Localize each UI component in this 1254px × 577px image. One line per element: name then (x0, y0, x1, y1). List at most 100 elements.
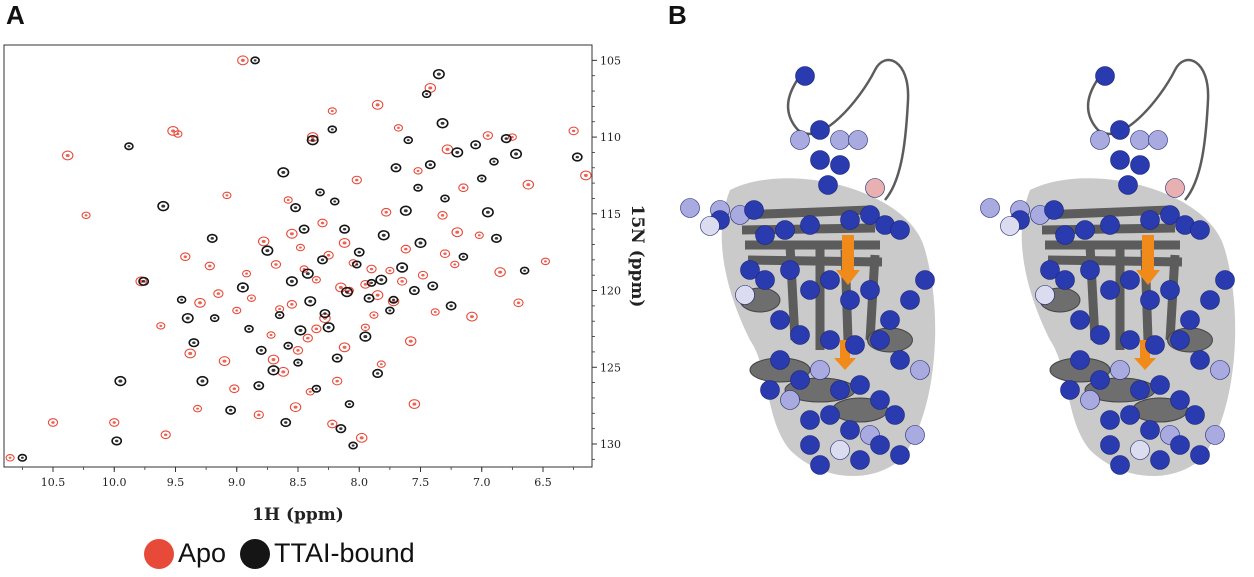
residue-sphere (1000, 216, 1020, 236)
peak-point (413, 167, 423, 175)
peak-point (458, 252, 469, 261)
peak-point (270, 260, 282, 269)
peak-point (372, 368, 384, 378)
residue-sphere (810, 360, 830, 380)
legend-swatch-apo (144, 538, 174, 569)
peak-point (421, 90, 432, 99)
residue-sphere (1140, 210, 1160, 230)
residue-sphere (770, 350, 790, 370)
peak-point (304, 296, 317, 307)
peak-point (331, 353, 343, 363)
peak-point (184, 348, 196, 359)
peaks-layer (5, 55, 592, 462)
beta-strand (1047, 255, 1183, 267)
series-ttai-bound (17, 56, 583, 462)
y-tick-label: 130 (600, 438, 621, 451)
peak-point (176, 295, 187, 304)
peak-point (135, 276, 147, 287)
peak-point (332, 376, 343, 386)
peak-point (327, 419, 338, 429)
peak-point (61, 150, 74, 161)
peak-point (404, 336, 417, 347)
residue-sphere (1140, 420, 1160, 440)
peak-point (329, 197, 340, 206)
peak-point (494, 267, 506, 278)
peak-point (289, 402, 302, 413)
residue-sphere (780, 390, 800, 410)
peak-point (322, 322, 335, 333)
legend-swatch-ttai (240, 538, 271, 569)
peak-point (267, 354, 280, 365)
peak-point (311, 384, 322, 393)
residue-sphere (1100, 435, 1120, 455)
residue-sphere (1170, 435, 1190, 455)
peak-point (236, 282, 249, 293)
legend-label-apo: Apo (178, 538, 227, 568)
residue-sphere (890, 445, 910, 465)
peak-point (436, 118, 449, 129)
residue-sphere (820, 270, 840, 290)
peak-point (571, 152, 583, 162)
peak-point (568, 126, 579, 136)
peak-point (311, 276, 321, 284)
peak-point (206, 233, 218, 243)
peak-point (283, 341, 294, 350)
residue-sphere (1110, 360, 1130, 380)
peak-point (339, 224, 350, 234)
legend-item-ttai: TTAI-bound (240, 538, 415, 569)
loop-ribbon (1086, 58, 1210, 201)
panel-a-label: A (6, 0, 25, 30)
residue-sphere (850, 450, 870, 470)
residue-sphere (775, 220, 795, 240)
residue-sphere (980, 198, 1000, 218)
peak-point (213, 289, 224, 298)
x-axis-title: 1H (ppm) (252, 505, 344, 525)
residue-sphere (915, 270, 935, 290)
residue-sphere (1200, 290, 1220, 310)
peak-point (441, 144, 454, 155)
peak-point (193, 404, 203, 413)
peak-point (218, 356, 231, 367)
protein-structure-stereo-view (680, 58, 1236, 477)
peak-point (295, 243, 306, 252)
peak-point (375, 274, 388, 285)
peak-point (109, 418, 120, 427)
residue-sphere (1090, 130, 1110, 150)
residue-sphere (1190, 445, 1210, 465)
peak-point (274, 311, 285, 320)
peak-point (439, 249, 451, 259)
x-tick-label: 10.0 (102, 476, 127, 489)
x-tick-label: 7.5 (412, 476, 430, 489)
residue-sphere (760, 380, 780, 400)
x-tick-label: 7.0 (473, 476, 491, 489)
peak-point (408, 399, 421, 410)
peak-point (519, 266, 530, 275)
x-tick-label: 6.5 (534, 476, 552, 489)
residue-sphere (1185, 405, 1205, 425)
structure-right-view (980, 58, 1236, 477)
residue-sphere (830, 440, 850, 460)
residue-sphere (700, 216, 720, 236)
legend-item-apo: Apo (144, 538, 226, 569)
peak-point (311, 324, 322, 334)
x-tick-label: 8.0 (351, 476, 369, 489)
residue-sphere (905, 425, 925, 445)
residue-sphere (1070, 350, 1090, 370)
residue-sphere (790, 130, 810, 150)
peak-point (188, 338, 200, 348)
residue-sphere (1100, 410, 1120, 430)
beta-strand (785, 244, 800, 341)
y-tick-label: 105 (600, 54, 621, 67)
residue-sphere (1055, 270, 1075, 290)
loop-ribbon (786, 58, 910, 201)
residue-sphere (840, 210, 860, 230)
residue-sphere (885, 405, 905, 425)
residue-sphere (1090, 370, 1110, 390)
residue-sphere (1145, 335, 1165, 355)
peak-point (338, 238, 351, 248)
peak-point (510, 148, 523, 160)
peak-point (267, 365, 280, 376)
peak-point (400, 244, 411, 254)
residue-sphere (1215, 270, 1235, 290)
peak-point (340, 286, 353, 298)
